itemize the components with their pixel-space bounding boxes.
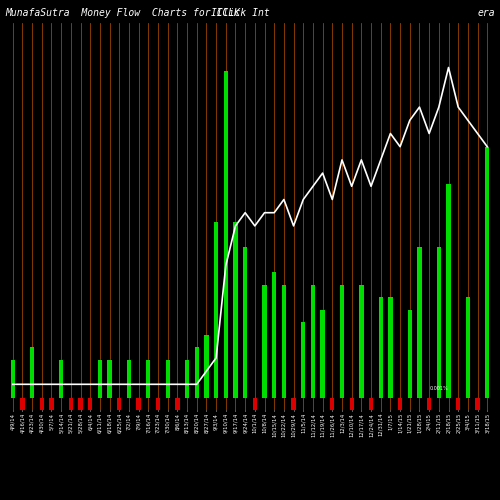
Bar [456,398,460,460]
Bar [98,360,102,398]
Bar [175,398,180,422]
Bar [436,247,441,398]
Bar [262,284,266,398]
Bar [40,398,44,422]
Bar [340,284,344,398]
Bar [166,360,170,398]
Bar [50,398,54,435]
Bar [10,360,15,398]
Bar [388,297,392,398]
Bar [350,398,354,460]
Text: 0.001%: 0.001% [430,386,448,391]
Bar [214,222,218,398]
Bar [117,398,121,422]
Text: era: era [478,8,495,18]
Bar [378,297,383,398]
Bar [446,184,450,398]
Bar [398,398,402,500]
Bar [108,360,112,398]
Bar [156,398,160,422]
Bar [243,247,248,398]
Bar [272,272,276,398]
Bar [146,360,150,398]
Bar [185,360,189,398]
Bar [127,360,131,398]
Bar [466,297,470,398]
Text: MunafaSutra  Money Flow  Charts for ICLK: MunafaSutra Money Flow Charts for ICLK [5,8,240,18]
Bar [78,398,82,422]
Bar [359,284,364,398]
Text: IClick Int: IClick Int [210,8,270,18]
Bar [204,335,208,398]
Bar [252,398,257,460]
Bar [369,398,373,460]
Bar [194,348,199,398]
Bar [292,398,296,486]
Bar [311,284,315,398]
Bar [234,222,237,398]
Bar [88,398,92,448]
Bar [320,310,325,398]
Bar [301,322,306,398]
Bar [136,398,141,422]
Bar [282,284,286,398]
Bar [408,310,412,398]
Bar [330,398,334,486]
Bar [59,360,64,398]
Bar [30,348,34,398]
Bar [224,71,228,398]
Bar [418,247,422,398]
Bar [485,146,490,398]
Bar [68,398,73,435]
Bar [476,398,480,498]
Bar [427,398,432,498]
Bar [20,398,24,422]
